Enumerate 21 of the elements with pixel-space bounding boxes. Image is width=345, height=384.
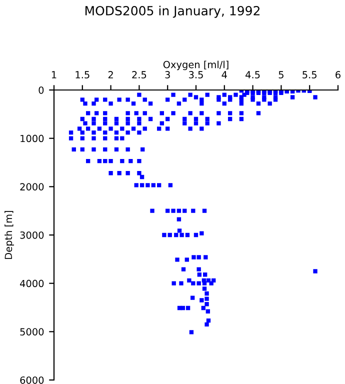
x-tick-label: 4 <box>222 71 227 78</box>
y-tick-label: 2000 <box>20 183 44 190</box>
y-axis-title: Depth [m] <box>4 210 14 259</box>
y-tick-label: 1000 <box>20 134 44 142</box>
y-tick-label: 4000 <box>20 280 44 288</box>
x-tick-label: 3 <box>165 71 170 78</box>
x-tick-label: 2.5 <box>132 71 146 78</box>
y-tick-label: 6000 <box>20 376 44 384</box>
x-tick-label: 1.5 <box>76 71 90 78</box>
chart-title: MODS2005 in January, 1992 <box>85 6 260 18</box>
x-tick-label: 4.5 <box>246 71 260 78</box>
x-tick-label: 6 <box>336 71 340 78</box>
y-tick-label: 3000 <box>20 231 44 239</box>
x-tick-label: 1 <box>52 71 56 78</box>
x-tick-label: 5 <box>278 71 284 78</box>
x-tick-label: 5.5 <box>302 71 316 78</box>
y-tick-label: 0 <box>38 86 44 94</box>
y-tick-label: 5000 <box>20 328 44 336</box>
x-axis-title: Oxygen [ml/l] <box>163 60 228 70</box>
x-tick-label: 2 <box>108 71 113 78</box>
x-tick-label: 3.5 <box>189 71 203 78</box>
